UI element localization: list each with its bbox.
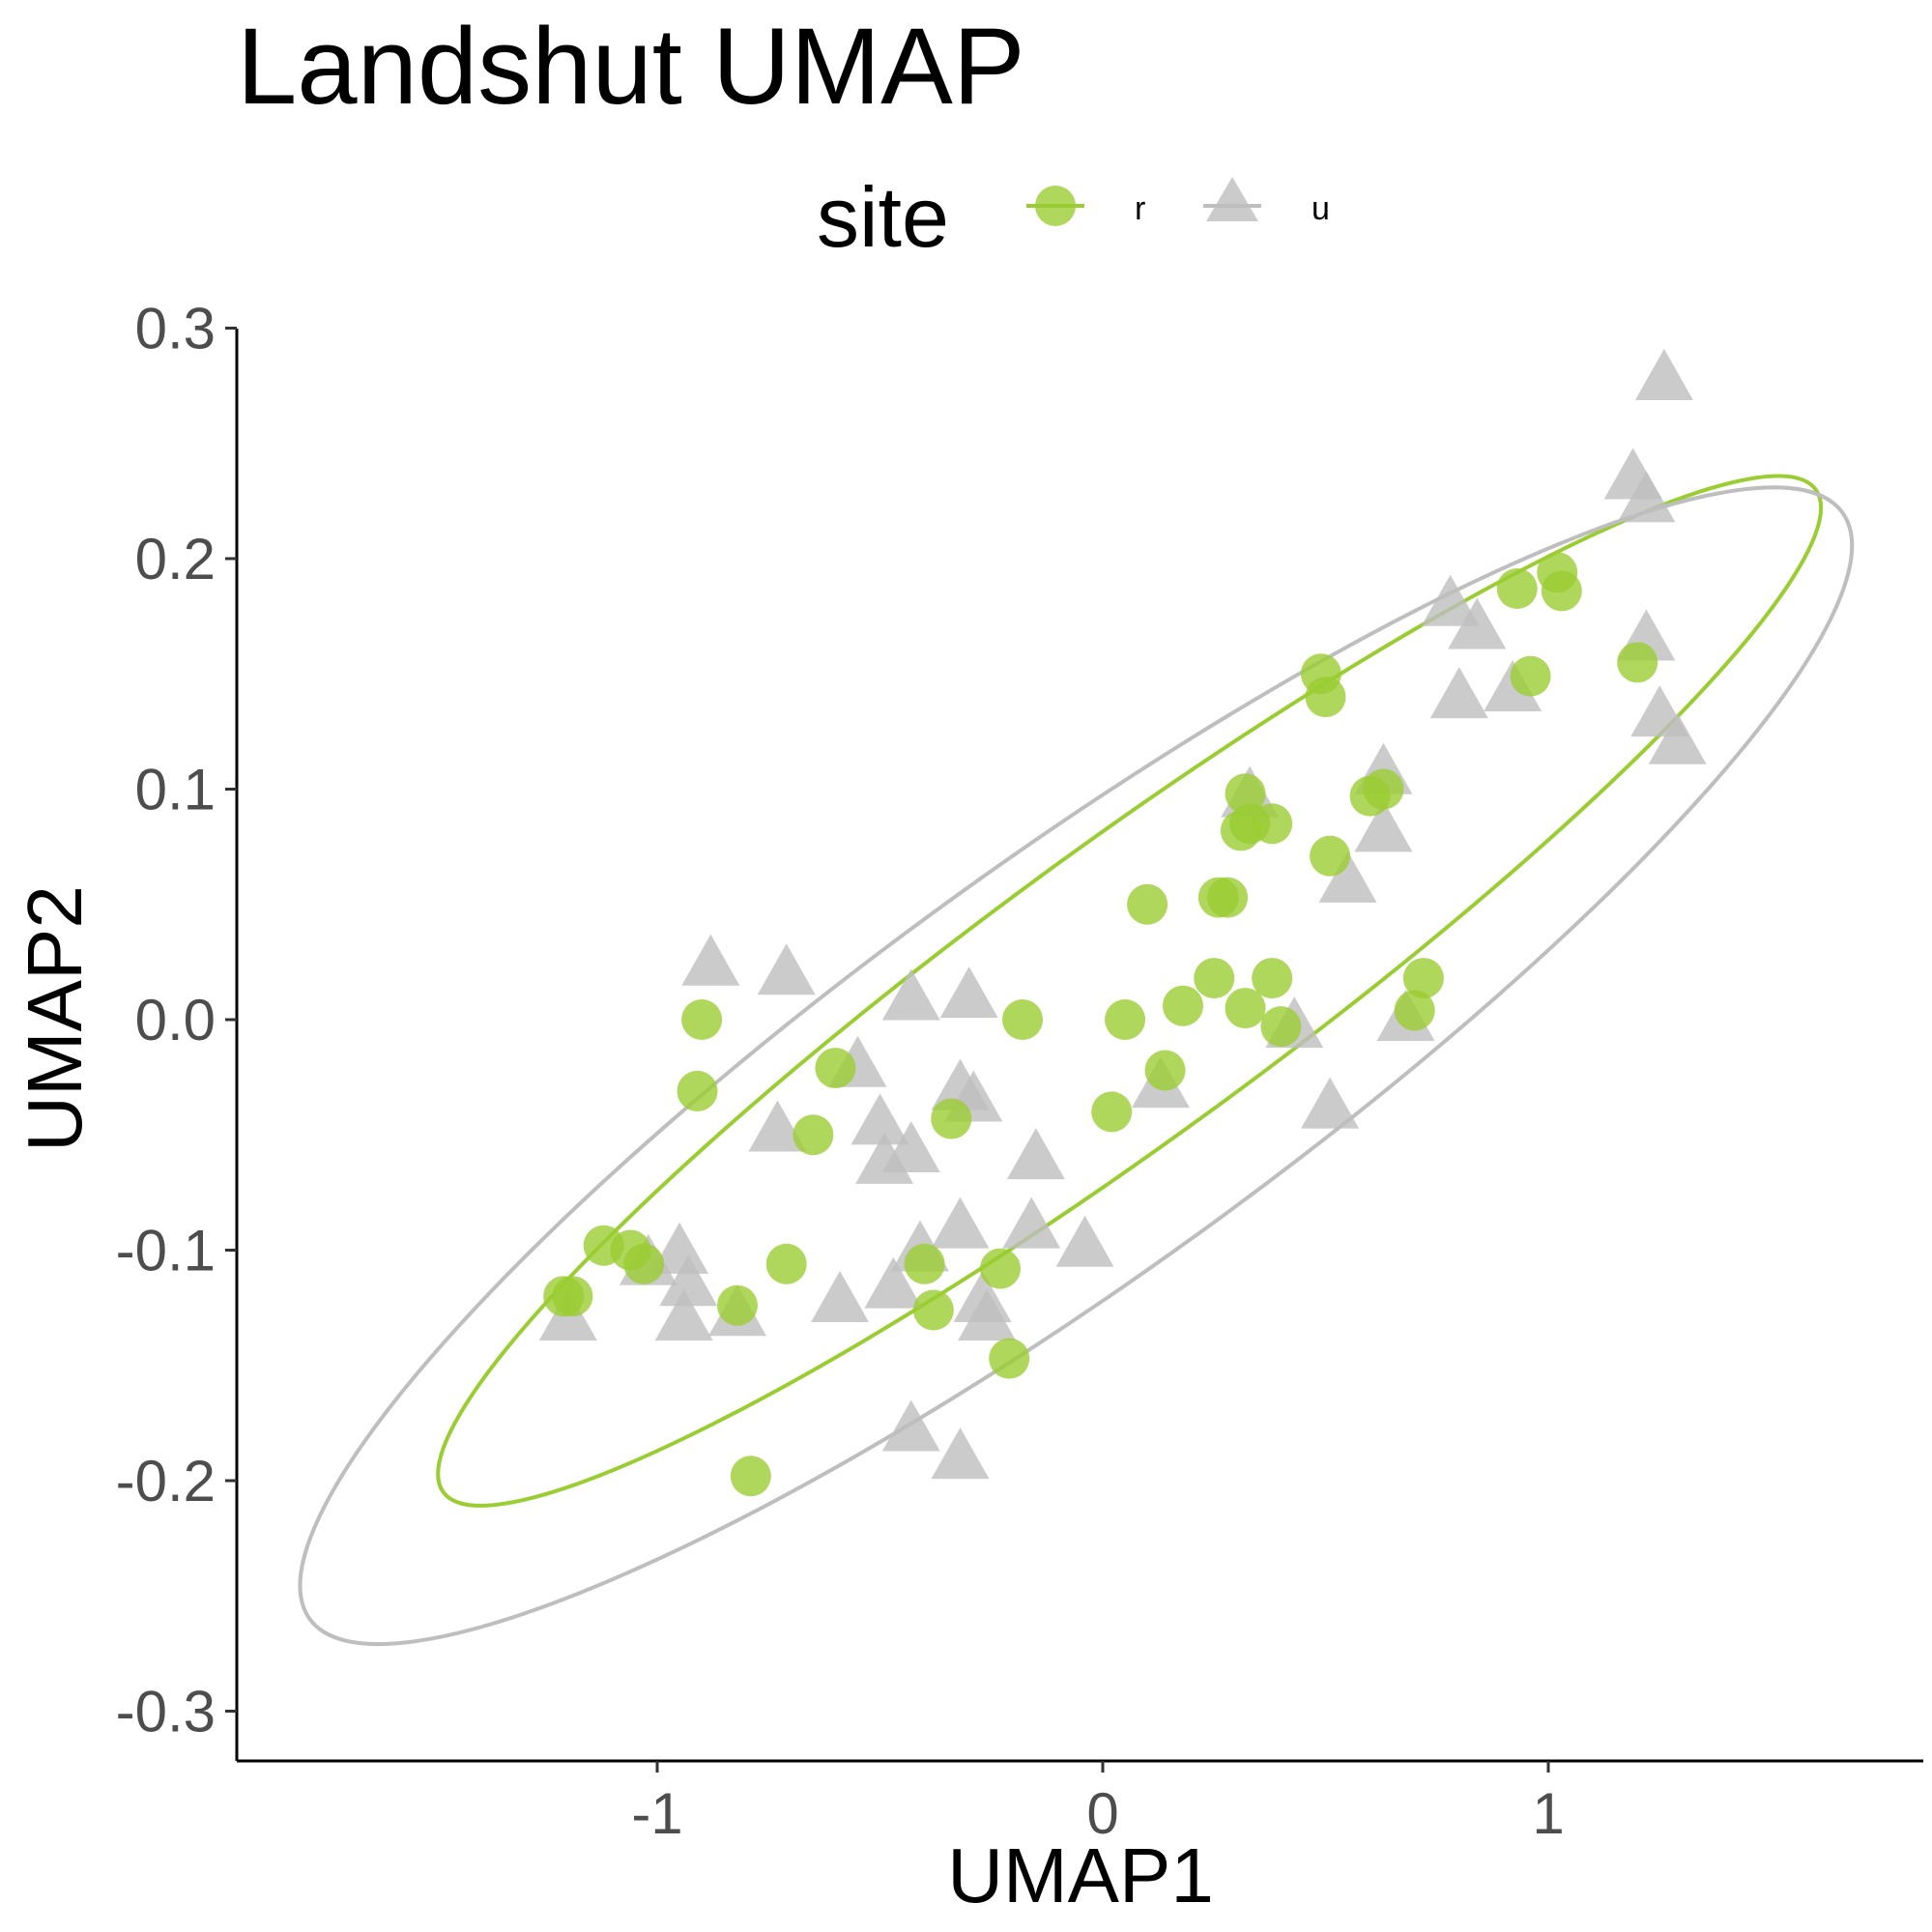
point-r [1105,999,1146,1040]
point-r [1225,988,1266,1029]
point-r [1225,773,1266,815]
point-r [979,1248,1021,1289]
x-tick-label: -1 [631,1781,682,1846]
legend-title: site [817,169,949,265]
point-r [1305,677,1346,718]
point-r [1144,1050,1186,1091]
point-u [958,1289,1017,1341]
point-r [1091,1091,1133,1133]
point-r [1260,1006,1302,1048]
point-r [989,1338,1030,1379]
point-u [654,1289,713,1341]
chart-title: Landshut UMAP [237,6,1025,127]
point-u [1648,712,1707,764]
point-r [1363,768,1404,810]
y-tick-label: -0.3 [116,1680,216,1745]
point-u [1002,1197,1061,1249]
point-u [881,1120,940,1172]
point-r [1541,570,1582,612]
legend-key-r: r [1026,186,1145,227]
point-u [811,1270,870,1322]
y-axis-title: UMAP2 [12,885,98,1152]
plot-area: -0.3 -0.2 -0.1 0.0 0.1 0.2 0.3 -1 0 1 [116,297,1923,1846]
point-r [1207,877,1249,918]
point-r [1617,642,1658,683]
point-r [912,1289,954,1331]
point-r [931,1098,972,1139]
point-u [939,966,998,1019]
legend-label-r: r [1135,190,1145,227]
point-r [681,999,723,1040]
point-r [793,1114,834,1156]
legend-key-u: u [1203,177,1330,227]
point-u [881,1399,940,1452]
point-r [1310,835,1351,877]
legend-marker-u [1206,177,1258,221]
point-u [1354,800,1413,852]
confidence-ellipse-r [436,474,1824,1508]
point-u [1055,1215,1114,1267]
legend-marker-r [1035,186,1076,226]
point-u [1429,667,1488,719]
legend-label-u: u [1312,190,1330,227]
point-u [650,1222,709,1274]
x-axis-title: UMAP1 [947,1832,1214,1918]
point-u [931,1427,990,1480]
y-tick-label: 0.2 [135,527,216,591]
point-r [1162,985,1203,1026]
point-r [730,1456,771,1497]
y-tick-label: -0.2 [116,1449,216,1514]
point-r [1394,990,1435,1031]
point-u [757,943,816,995]
point-r [904,1243,945,1284]
point-u [1318,851,1377,903]
point-u [1448,597,1507,649]
point-r [1252,958,1293,999]
point-r [1496,568,1538,610]
x-tick-label: 1 [1532,1781,1564,1846]
point-u [931,1197,990,1249]
legend: site r u [817,169,1330,265]
point-r [1252,803,1293,845]
point-r [623,1243,665,1284]
point-r [815,1048,856,1089]
confidence-ellipse-u [298,485,1855,1647]
point-u [659,1254,718,1307]
point-r [1510,655,1551,697]
point-u [1617,471,1676,523]
y-tick-label: 0.3 [135,297,216,361]
point-u [851,1093,909,1145]
point-u [881,968,940,1021]
point-r [543,1276,585,1317]
point-r [1127,883,1168,925]
point-r [1002,999,1044,1040]
y-tick-label: 0.0 [135,988,216,1053]
point-u [748,1100,807,1152]
point-r [716,1284,758,1326]
point-u [864,1256,923,1309]
point-r [1194,958,1235,999]
y-tick-label: 0.1 [135,758,216,822]
point-u [681,934,740,986]
y-tick-label: -0.1 [116,1219,216,1283]
point-u [1634,348,1693,400]
point-u [1421,574,1480,626]
x-tick-label: 0 [1086,1781,1118,1846]
point-r [765,1243,807,1284]
point-u [1301,1077,1360,1129]
point-r [1402,958,1444,999]
point-u [1006,1128,1065,1180]
point-r [677,1070,718,1111]
